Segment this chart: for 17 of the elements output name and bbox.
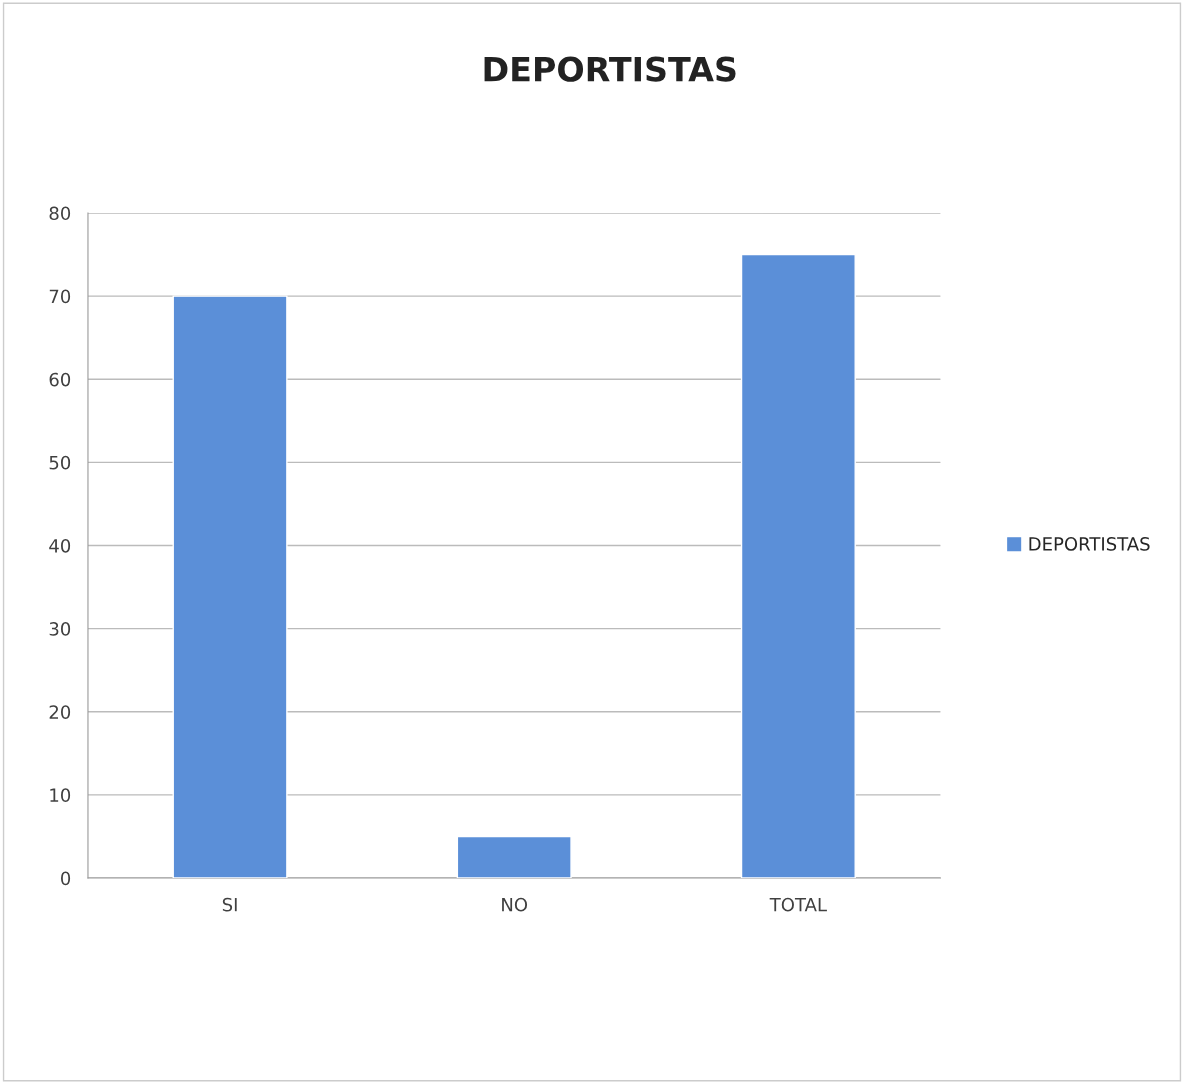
legend-label: DEPORTISTAS bbox=[1029, 537, 1150, 551]
chart-title: DEPORTISTAS bbox=[484, 56, 736, 82]
y-tick-label: 0 bbox=[61, 871, 71, 886]
x-tick-label: TOTAL bbox=[769, 897, 827, 912]
y-tick-label: 70 bbox=[49, 289, 71, 304]
y-tick-label: 20 bbox=[49, 705, 71, 719]
bar bbox=[456, 835, 572, 879]
y-tick-label: 60 bbox=[49, 372, 71, 387]
x-tick-label: SI bbox=[222, 897, 237, 912]
bar bbox=[172, 295, 288, 879]
y-tick-label: 40 bbox=[49, 538, 71, 553]
x-tick-label: NO bbox=[502, 897, 528, 912]
y-tick-label: 30 bbox=[49, 622, 71, 636]
bar bbox=[740, 253, 856, 879]
y-tick-label: 50 bbox=[49, 455, 71, 470]
y-tick-label: 80 bbox=[49, 206, 71, 221]
y-tick-label: 10 bbox=[50, 788, 71, 803]
